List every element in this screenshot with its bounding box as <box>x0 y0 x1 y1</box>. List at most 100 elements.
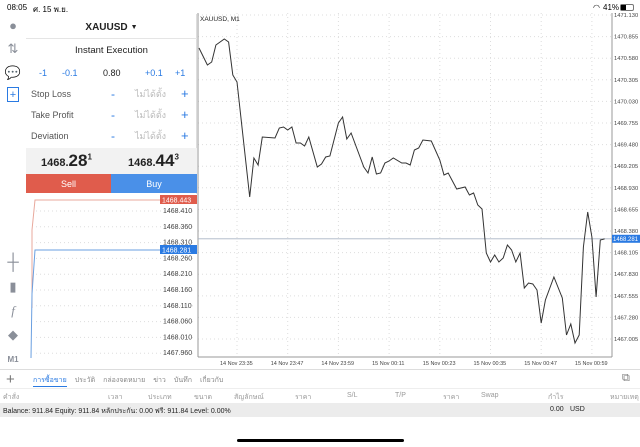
volume-inc-1-button[interactable]: +1 <box>175 67 186 78</box>
x-tick-label: 15 Nov 00:47 <box>524 361 557 367</box>
y-tick-label: 1471.130 <box>614 13 638 19</box>
deviation-input[interactable]: ไม่ได้ตั้ง <box>135 130 167 141</box>
take-profit-input[interactable]: ไม่ได้ตั้ง <box>135 109 167 120</box>
y-tick-label: 1468.655 <box>614 207 638 213</box>
candles-icon[interactable]: ▮ <box>9 279 17 294</box>
deviation-minus-button[interactable]: - <box>111 128 115 143</box>
x-tick-label: 14 Nov 23:35 <box>220 361 253 367</box>
y-tick-label: 1469.755 <box>614 121 638 127</box>
volume-input[interactable]: 0.80 <box>103 67 121 78</box>
depth-level-label: 1467.960 <box>163 350 192 357</box>
y-tick-label: 1468.930 <box>614 186 638 192</box>
deviation-row: Deviation - ไม่ได้ตั้ง + <box>26 125 197 146</box>
x-tick-label: 15 Nov 00:23 <box>423 361 456 367</box>
chat-icon[interactable]: 💬 <box>4 65 22 80</box>
column-header: หมายเหตุ <box>610 394 639 401</box>
stop-loss-minus-button[interactable]: - <box>111 86 115 101</box>
current-price-tag <box>612 234 640 243</box>
depth-level-label: 1468.160 <box>163 287 192 294</box>
x-tick-label: 14 Nov 23:47 <box>271 361 304 367</box>
column-header: สัญลักษณ์ <box>234 394 264 401</box>
depth-level-label: 1468.260 <box>163 255 192 262</box>
bid-price: 1468.281 <box>41 151 92 170</box>
column-header: ขนาด <box>194 394 213 401</box>
x-tick-label: 15 Nov 00:35 <box>474 361 507 367</box>
depth-chart: 1468.410 1468.360 1468.310 1468.260 1468.210… <box>30 195 197 359</box>
crosshair-icon[interactable]: ┼ <box>7 254 19 271</box>
buy-button[interactable]: Buy <box>111 174 197 193</box>
y-tick-label: 1469.205 <box>614 164 638 170</box>
tab-2[interactable]: กล่องจดหมาย <box>103 377 146 384</box>
quote-prices: 1468.281 1468.443 <box>26 148 197 174</box>
column-header: กำไร <box>548 394 564 401</box>
execution-mode[interactable]: Instant Execution <box>75 45 148 56</box>
y-tick-label: 1467.830 <box>614 272 638 278</box>
symbol-selector[interactable]: XAUUSD ▼ <box>26 16 197 39</box>
volume-inc-01-button[interactable]: +0.1 <box>145 67 163 78</box>
status-bar: 08:05 ศ. 15 พ.ย. ◠ 41% <box>0 0 640 14</box>
stop-loss-input[interactable]: ไม่ได้ตั้ง <box>135 88 167 99</box>
y-tick-label: 1468.105 <box>614 251 638 257</box>
stop-loss-row: Stop Loss - ไม่ได้ตั้ง + <box>26 83 197 104</box>
symbol-label: XAUUSD <box>85 21 128 33</box>
y-tick-label: 1470.030 <box>614 99 638 105</box>
battery-percent: 41% <box>603 3 620 12</box>
ask-depth-line <box>31 199 192 308</box>
depth-level-label: 1468.310 <box>163 240 192 247</box>
volume-dec-1-button[interactable]: -1 <box>39 67 48 78</box>
new-order-icon[interactable]: + <box>7 87 19 102</box>
sell-button[interactable]: Sell <box>26 174 111 193</box>
column-header: T/P <box>395 392 406 399</box>
take-profit-plus-button[interactable]: + <box>181 107 189 122</box>
objects-icon[interactable]: ◆ <box>8 327 18 342</box>
tab-3[interactable]: ข่าว <box>153 377 166 384</box>
status-date: ศ. 15 พ.ย. <box>33 5 69 14</box>
ask-price: 1468.443 <box>128 151 179 170</box>
bid-price-tag-text: 1468.281 <box>162 248 191 255</box>
ask-price-tag <box>160 195 197 204</box>
layout-toggle-icon[interactable]: ⧉ <box>622 372 630 384</box>
y-tick-label: 1470.305 <box>614 78 638 84</box>
tab-1[interactable]: ประวัติ <box>74 377 96 384</box>
y-tick-label: 1468.380 <box>614 229 638 235</box>
take-profit-minus-button[interactable]: - <box>111 107 115 122</box>
depth-level-label: 1468.210 <box>163 271 192 278</box>
currency: USD <box>570 406 585 413</box>
column-header: คำสั่ง <box>3 394 20 401</box>
status-time: 08:05 <box>7 3 28 12</box>
tab-5[interactable]: เกี่ยวกับ <box>199 377 224 384</box>
home-indicator <box>237 439 404 442</box>
current-price-tag-text: 1468.281 <box>613 237 639 243</box>
stop-loss-plus-button[interactable]: + <box>181 86 189 101</box>
chevron-down-icon: ▼ <box>130 23 138 31</box>
wifi-icon: ◠ <box>593 3 600 12</box>
depth-level-label: 1468.010 <box>163 334 192 341</box>
tab-4[interactable]: บันทึก <box>173 377 192 384</box>
price-chart[interactable]: XAUUSD, M1 1471.130 1470.855 1470.580 1470.… <box>197 13 640 369</box>
timeframe-button[interactable]: M1 <box>7 354 19 364</box>
y-tick-label: 1469.480 <box>614 143 638 149</box>
indicator-f-icon[interactable]: f <box>11 303 15 318</box>
x-tick-label: 15 Nov 00:11 <box>372 361 404 367</box>
tab-0[interactable]: การซื้อขาย <box>33 375 67 387</box>
volume-dec-01-button[interactable]: -0.1 <box>62 67 78 78</box>
deviation-label: Deviation <box>31 130 69 141</box>
total-profit: 0.00 <box>550 406 564 413</box>
ask-price-tag-text: 1468.443 <box>162 198 191 205</box>
battery-icon <box>620 4 634 11</box>
add-icon[interactable]: + <box>6 371 15 388</box>
column-header: ราคา <box>295 394 312 401</box>
account-icon[interactable]: ● <box>9 17 17 33</box>
trade-icon[interactable]: ⇅ <box>7 41 19 56</box>
x-tick-label: 14 Nov 23:59 <box>321 361 354 367</box>
bid-depth-line <box>30 249 192 359</box>
take-profit-label: Take Profit <box>31 109 74 120</box>
column-header: S/L <box>347 392 358 399</box>
deviation-plus-button[interactable]: + <box>181 128 189 143</box>
column-header: ประเภท <box>148 394 172 401</box>
balance-row: Balance: 911.84 Equity: 911.84 หลักประกั… <box>0 403 640 417</box>
y-tick-label: 1467.280 <box>614 315 638 321</box>
depth-level-label: 1468.060 <box>163 319 192 326</box>
y-tick-label: 1470.580 <box>614 56 638 62</box>
price-series-line <box>198 38 605 345</box>
